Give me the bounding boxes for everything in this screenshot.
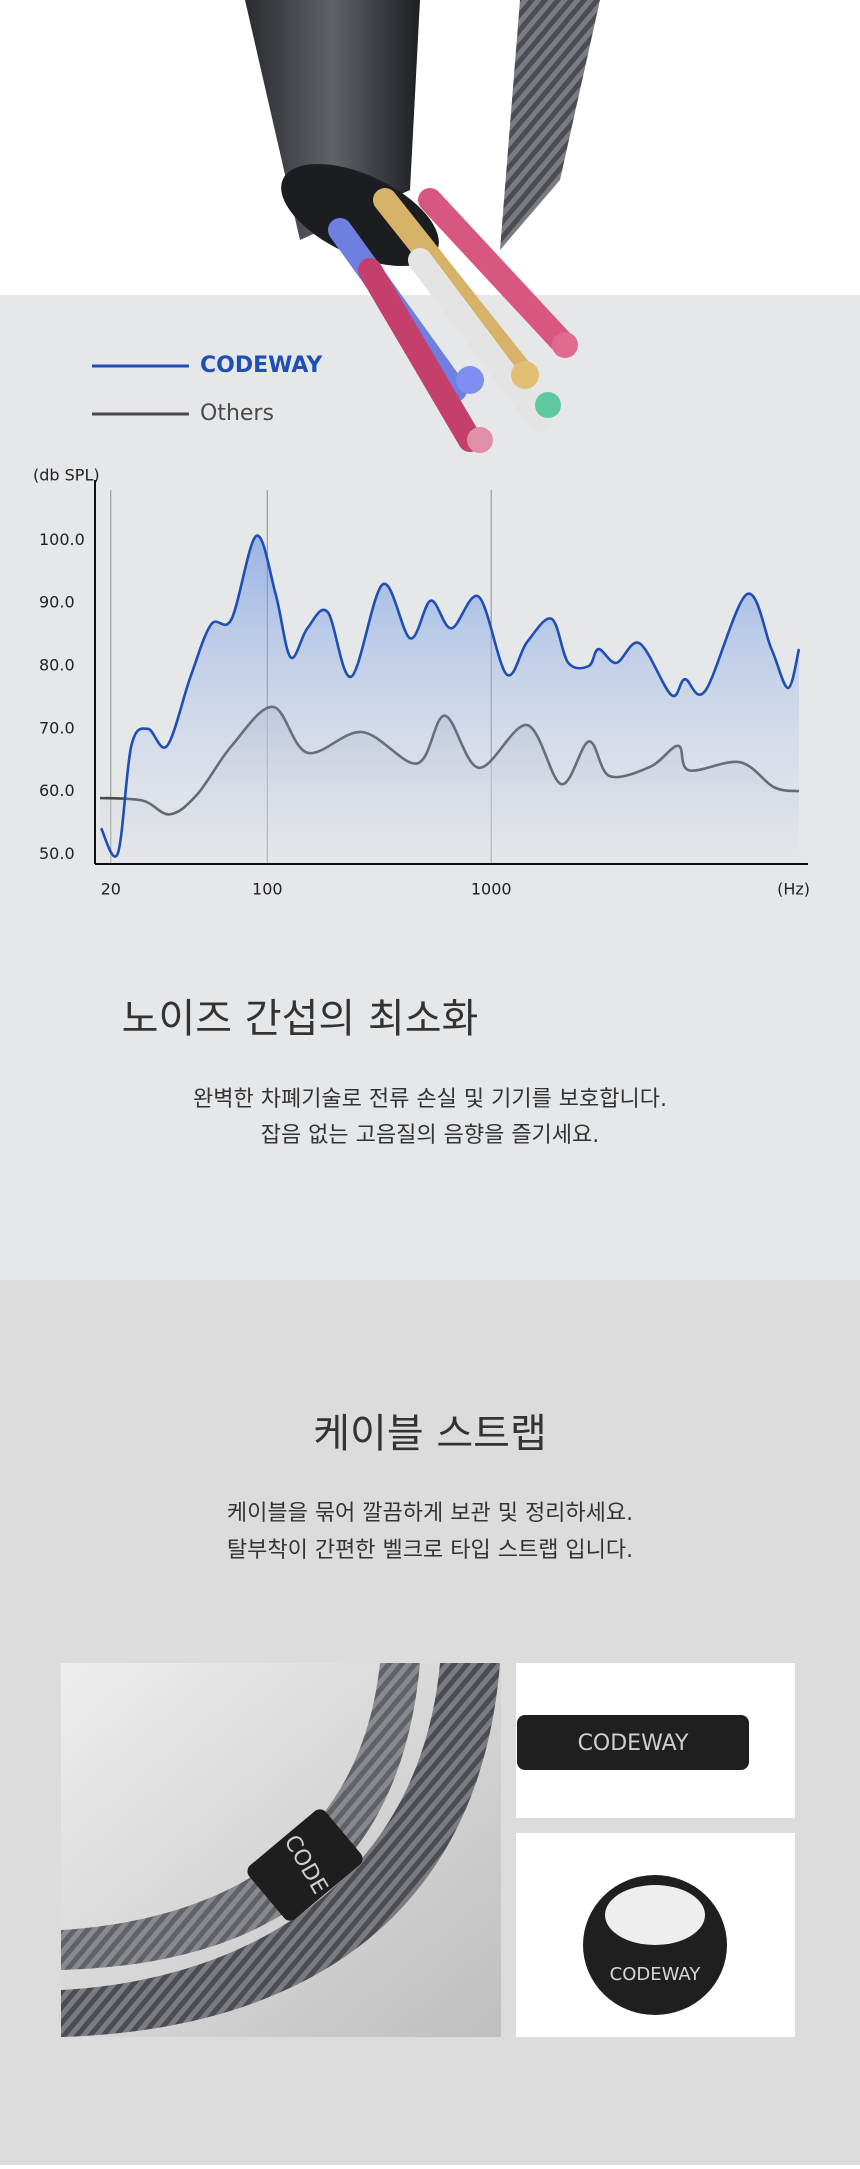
photo-strap-flat: CODEWAY (516, 1663, 795, 1818)
noise-line: 완벽한 차폐기술로 전류 손실 및 기기를 보호합니다. (193, 1087, 667, 1112)
photo-strap-roll: CODEWAY (516, 1833, 795, 2037)
strap-line: 탈부착이 간편한 벨크로 타입 스트랩 입니다. (227, 1538, 633, 1563)
legend-label: Others (200, 401, 274, 426)
y-axis-label: (db SPL) (33, 466, 100, 485)
noise-line: 잡음 없는 고음질의 음향을 즐기세요. (261, 1123, 600, 1148)
strap-line: 케이블을 묶어 깔끔하게 보관 및 정리하세요. (227, 1501, 633, 1526)
strap-title: 케이블 스트랩 (313, 1411, 547, 1457)
x-tick-label: 1000 (471, 880, 512, 899)
y-tick-label: 80.0 (39, 656, 75, 675)
cable-illustration (245, 0, 600, 453)
x-tick-label: 20 (101, 880, 121, 899)
photo-cable: CODE (61, 1663, 501, 2037)
x-tick-label: 100 (252, 880, 283, 899)
strap-brand: CODEWAY (610, 1964, 702, 1985)
legend-label: CODEWAY (200, 353, 323, 378)
x-axis-label: (Hz) (777, 880, 810, 899)
y-tick-label: 90.0 (39, 593, 75, 612)
noise-title: 노이즈 간섭의 최소화 (122, 996, 479, 1042)
line (99, 534, 801, 858)
y-tick-label: 100.0 (39, 530, 85, 549)
y-tick-label: 70.0 (39, 718, 75, 737)
y-tick-label: 60.0 (39, 781, 75, 800)
chart: 20 100 1000 50.0 60.0 70.0 80.0 90.0 100.0 (db SP… (33, 353, 810, 899)
strap-brand: CODEWAY (578, 1731, 689, 1756)
y-tick-label: 50.0 (39, 844, 75, 863)
area (101, 535, 799, 864)
